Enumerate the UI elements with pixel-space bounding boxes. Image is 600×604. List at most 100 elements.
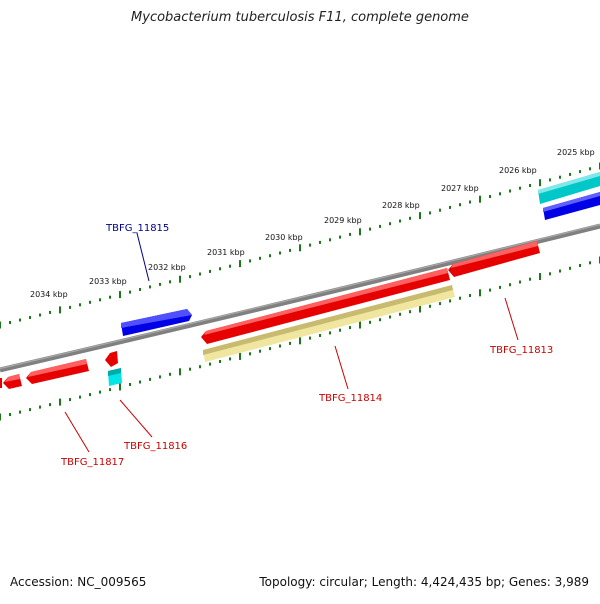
ruler-label: 2029 kbp xyxy=(324,216,362,225)
ruler-tick xyxy=(459,203,461,207)
ruler-tick xyxy=(439,208,441,212)
ruler-tick xyxy=(459,296,461,300)
ruler-tick xyxy=(499,192,501,196)
ruler-tick xyxy=(0,321,1,329)
ruler-tick xyxy=(39,313,41,317)
gene-tbfg-11813-shade xyxy=(451,241,538,268)
ruler-tick xyxy=(199,365,201,369)
ruler-tick xyxy=(49,403,51,407)
ruler-tick xyxy=(269,347,271,351)
ruler-tick xyxy=(549,178,551,182)
ruler-tick xyxy=(89,393,91,397)
ruler-tick xyxy=(319,334,321,337)
outer-ruler-track xyxy=(0,162,600,329)
label-tbfg-11813: TBFG_11813 xyxy=(489,345,553,356)
ruler-tick xyxy=(79,303,81,307)
ruler-tick xyxy=(519,280,521,284)
ruler-tick xyxy=(119,383,121,391)
ruler-tick xyxy=(279,251,281,255)
gene-tbfg-11815-shade xyxy=(121,309,192,328)
ruler-tick xyxy=(159,375,161,379)
cds-feature-blue-top-shade xyxy=(543,192,600,212)
ruler-tick xyxy=(569,266,571,270)
ruler-tick xyxy=(89,300,91,304)
ruler-tick xyxy=(59,398,61,406)
ruler-tick xyxy=(249,259,251,263)
ruler-tick xyxy=(209,269,211,273)
leader-line-tbfg-11813 xyxy=(504,297,519,341)
ruler-tick xyxy=(109,388,111,392)
ruler-label: 2028 kbp xyxy=(382,201,420,210)
ruler-tick xyxy=(239,352,241,360)
ruler-label: 2033 kbp xyxy=(89,277,127,286)
ruler-tick xyxy=(259,256,261,260)
accession-text: Accession: NC_009565 xyxy=(10,575,147,589)
ruler-tick xyxy=(249,352,251,356)
ruler-tick xyxy=(409,310,411,314)
ruler-tick xyxy=(479,289,481,297)
ruler-tick xyxy=(529,184,531,187)
ruler-tick xyxy=(189,275,191,279)
ruler-label: 2027 kbp xyxy=(441,184,479,193)
ruler-tick xyxy=(279,344,281,348)
ruler-tick xyxy=(389,315,391,319)
ruler-tick xyxy=(19,410,21,414)
ruler-tick xyxy=(479,195,481,203)
ruler-tick xyxy=(399,219,401,223)
ruler-tick xyxy=(469,200,471,204)
ruler-tick xyxy=(329,238,331,242)
ruler-tick xyxy=(559,269,561,273)
ruler-label: 2034 kbp xyxy=(30,290,68,299)
ruler-label: 2031 kbp xyxy=(207,248,245,257)
ruler-tick xyxy=(369,227,371,231)
ruler-tick xyxy=(579,264,581,267)
ruler-tick xyxy=(299,244,301,252)
ruler-tick xyxy=(429,304,431,308)
ruler-tick xyxy=(29,408,31,412)
ruler-tick xyxy=(239,260,241,268)
ruler-tick xyxy=(449,299,451,303)
gene-tbfg-11816[interactable] xyxy=(105,351,118,367)
ruler-tick xyxy=(149,377,151,381)
ruler-label: 2025 kbp xyxy=(557,148,595,157)
leader-line-tbfg-11816 xyxy=(119,399,153,438)
map-title: Mycobacterium tuberculosis F11, complete… xyxy=(131,10,469,25)
ruler-tick xyxy=(419,212,421,220)
ruler-tick xyxy=(579,170,581,174)
ruler-tick xyxy=(99,298,101,302)
ruler-tick xyxy=(509,283,511,287)
ruler-tick xyxy=(159,282,161,286)
ruler-tick xyxy=(169,372,171,376)
ruler-tick xyxy=(339,235,341,239)
ruler-tick xyxy=(139,380,141,384)
ruler-tick xyxy=(509,189,511,193)
ruler-tick xyxy=(139,288,141,291)
leader-line-tbfg-11814 xyxy=(334,345,349,390)
ruler-tick xyxy=(389,222,391,226)
ruler-tick xyxy=(399,312,401,316)
ruler-tick xyxy=(349,232,351,236)
ruler-tick xyxy=(179,275,181,283)
genome-backbone-highlight xyxy=(0,223,600,370)
ruler-tick xyxy=(39,405,41,409)
ruler-tick xyxy=(19,318,21,322)
ruler-tick xyxy=(429,211,431,215)
ruler-tick xyxy=(289,341,291,345)
ruler-tick xyxy=(219,267,221,271)
inner-ruler-track xyxy=(0,256,600,421)
ruler-tick xyxy=(9,321,11,324)
ruler-tick xyxy=(489,288,491,292)
ruler-tick xyxy=(9,413,11,416)
ruler-tick xyxy=(539,273,541,280)
ruler-tick xyxy=(99,390,101,394)
ruler-tick xyxy=(29,316,31,319)
cds-feature-cyan-top-shade xyxy=(538,172,600,194)
ruler-tick xyxy=(299,337,301,345)
ruler-tick xyxy=(169,280,171,284)
ruler-tick xyxy=(309,336,311,340)
ruler-label: 2032 kbp xyxy=(148,263,186,272)
ruler-tick xyxy=(359,321,361,329)
gene-small-red-edge[interactable] xyxy=(0,378,2,388)
